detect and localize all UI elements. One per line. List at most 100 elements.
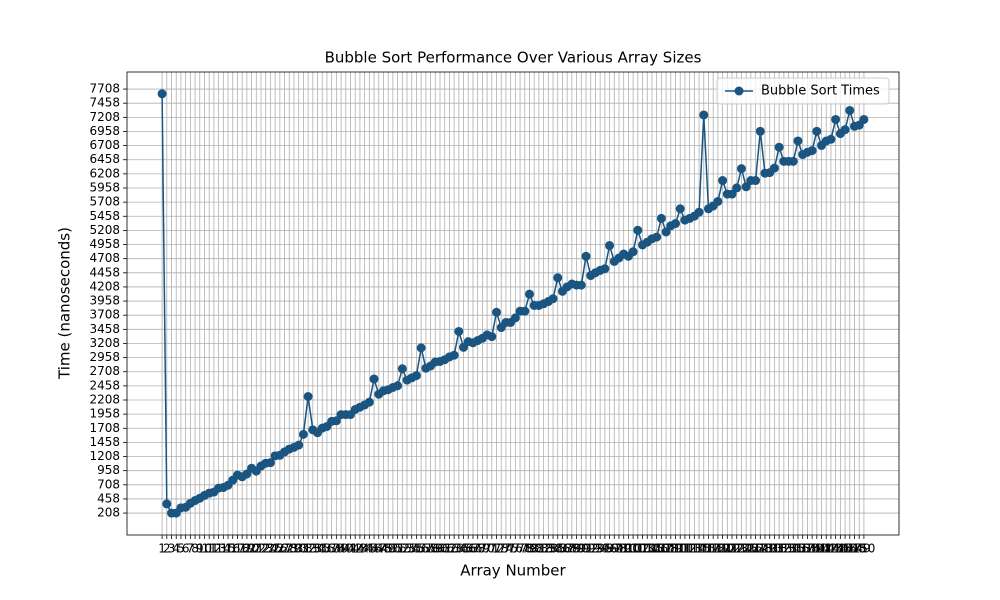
x-tick-label: 138 [796,542,819,556]
x-tick-label: 110 [664,542,687,556]
y-tick-label: 5208 [89,223,120,237]
x-tick-label: 89 [569,542,584,556]
x-tick-label: 32 [300,542,315,556]
y-tick-label: 2208 [89,393,120,407]
point [713,196,723,206]
x-tick-label: 142 [815,542,838,556]
x-tick-label: 71 [484,542,499,556]
point [303,391,313,401]
x-tick-label: 99 [616,542,631,556]
x-tick-label: 93 [588,542,603,556]
x-tick-label: 112 [673,542,696,556]
x-tick-label: 78 [517,542,532,556]
x-tick-label: 146 [834,542,857,556]
point [826,134,836,144]
x-tick-label: 149 [848,542,871,556]
x-tick-label: 132 [768,542,791,556]
x-tick-label: 51 [390,542,405,556]
x-axis-label: Array Number [460,562,566,580]
y-axis-label: Time (nanoseconds) [56,227,74,380]
y-tick-label: 4458 [89,265,120,279]
y-tick-label: 3458 [89,322,120,336]
x-tick-label: 73 [494,542,509,556]
x-tick-label: 126 [739,542,762,556]
x-tick-label: 59 [428,542,443,556]
point [793,136,803,146]
x-tick-label: 123 [725,542,748,556]
x-tick-label: 8 [191,542,199,556]
x-tick-label: 139 [801,542,824,556]
x-tick-label: 40 [338,542,353,556]
x-tick-label: 3 [168,542,176,556]
point [524,289,534,299]
point [741,182,751,192]
legend-label: Bubble Sort Times [761,84,880,99]
point [449,350,459,360]
x-tick-label: 116 [692,542,715,556]
x-tick-label: 19 [239,542,254,556]
x-tick-label: 34 [310,542,325,556]
line [161,93,865,514]
y-tick-label: 708 [97,477,120,491]
x-tick-label: 129 [754,542,777,556]
plot-frame [126,71,900,536]
point [520,306,530,316]
x-tick-label: 84 [545,542,560,556]
x-tick-label: 117 [697,542,720,556]
y-tick-label: 2458 [89,378,120,392]
x-tick-label: 50 [385,542,400,556]
point [628,247,638,257]
x-tick-label: 109 [659,542,682,556]
y-tick-label: 208 [97,506,120,520]
x-tick-label: 131 [763,542,786,556]
point [675,204,685,214]
y-tick-label: 5708 [89,195,120,209]
x-tick-label: 28 [282,542,297,556]
x-tick-label: 80 [527,542,542,556]
x-tick-label: 119 [706,542,729,556]
x-tick-label: 144 [824,542,847,556]
x-tick-label: 68 [470,542,485,556]
point [369,374,379,384]
x-tick-label: 45 [362,542,377,556]
point [718,176,728,186]
x-tick-label: 70 [479,542,494,556]
x-tick-label: 12 [206,542,221,556]
chart-title: Bubble Sort Performance Over Various Arr… [325,49,702,67]
y-tick-label: 3958 [89,294,120,308]
point [416,343,426,353]
point [487,332,497,342]
x-tick-label: 64 [451,542,466,556]
point [656,213,666,223]
x-tick-label: 102 [626,542,649,556]
point [265,458,275,468]
x-tick-label: 36 [319,542,334,556]
x-tick-label: 130 [758,542,781,556]
x-tick-label: 96 [602,542,617,556]
x-tick-label: 92 [583,542,598,556]
x-tick-label: 42 [348,542,363,556]
x-tick-label: 108 [655,542,678,556]
x-tick-label: 103 [631,542,654,556]
x-tick-label: 7 [187,542,195,556]
x-tick-label: 55 [409,542,424,556]
y-tick-label: 2708 [89,364,120,378]
x-tick-label: 136 [787,542,810,556]
x-tick-label: 100 [617,542,640,556]
x-tick-label: 86 [555,542,570,556]
x-tick-label: 114 [683,542,706,556]
legend-box [716,77,890,105]
y-tick-label: 2958 [89,350,120,364]
point [788,156,798,166]
point [576,280,586,290]
point [769,163,779,173]
point [553,273,563,283]
x-tick-label: 27 [277,542,292,556]
x-tick-label: 106 [645,542,668,556]
x-tick-label: 48 [376,542,391,556]
y-tick-label: 6458 [89,152,120,166]
x-tick-label: 91 [578,542,593,556]
x-tick-label: 24 [263,542,278,556]
x-tick-label: 81 [531,542,546,556]
